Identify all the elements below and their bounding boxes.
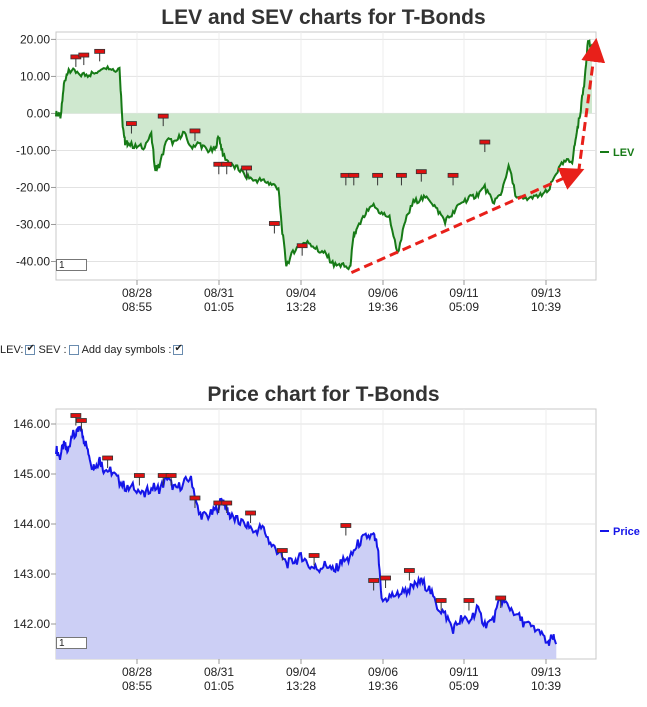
- day-symbol: [296, 243, 308, 249]
- day-symbol: [308, 553, 320, 558]
- day-symbols-checkbox[interactable]: [173, 343, 184, 355]
- x-tick-label-date: 08/28: [122, 286, 152, 300]
- x-tick-label-time: 01:05: [204, 300, 234, 314]
- lev-checkbox[interactable]: [25, 343, 36, 355]
- day-symbol: [76, 418, 87, 423]
- day-symbol: [396, 172, 407, 178]
- day-symbol: [221, 500, 233, 506]
- trend-arrow: [577, 37, 606, 173]
- day-symbol: [368, 578, 380, 583]
- y-tick-label: -20.00: [16, 180, 50, 194]
- day-symbol: [133, 473, 145, 478]
- chart-options-bar: LEV: SEV : Add day symbols :: [0, 343, 186, 356]
- day-symbol: [372, 172, 384, 178]
- x-tick-label-date: 09/13: [531, 286, 561, 300]
- x-tick-label-date: 09/06: [368, 286, 398, 300]
- x-tick-label-date: 09/04: [286, 286, 316, 300]
- day-symbol: [463, 598, 475, 603]
- day-symbol: [340, 523, 352, 528]
- price-zoom-input[interactable]: 1: [56, 637, 87, 649]
- y-tick-label: -40.00: [16, 254, 50, 268]
- y-tick-label: 10.00: [20, 69, 50, 83]
- x-tick-label-date: 09/11: [449, 286, 478, 300]
- x-tick-label-date: 08/28: [122, 665, 152, 679]
- day-symbol: [435, 598, 447, 603]
- day-symbol: [189, 128, 201, 134]
- sev-checkbox-label: SEV :: [38, 344, 67, 356]
- day-symbol: [479, 139, 491, 145]
- day-symbol: [415, 169, 427, 175]
- x-tick-label-time: 05:09: [449, 679, 479, 693]
- x-tick-label-time: 13:28: [286, 300, 316, 314]
- x-tick-label-time: 13:28: [286, 679, 316, 693]
- y-tick-label: -30.00: [16, 217, 50, 231]
- day-symbol: [380, 575, 391, 581]
- y-tick-label: 143.00: [13, 567, 50, 581]
- x-tick-label-time: 19:36: [368, 679, 398, 693]
- day-symbol: [495, 595, 507, 601]
- day-symbol: [70, 413, 82, 418]
- price-chart-title: Price chart for T-Bonds: [207, 383, 440, 406]
- day-symbol: [126, 121, 137, 126]
- x-tick-label-date: 09/11: [449, 665, 478, 679]
- x-tick-label-time: 01:05: [204, 679, 234, 693]
- x-tick-label-time: 05:09: [449, 300, 479, 314]
- x-tick-label-date: 09/06: [368, 665, 398, 679]
- x-tick-label-time: 10:39: [531, 300, 561, 314]
- day-symbol: [221, 161, 233, 167]
- day-symbol: [403, 568, 415, 573]
- lev-sev-chart: 20.00 10.00 0.00 -10.00 -20.00 -30.00 -40.00 08…: [16, 31, 635, 314]
- day-symbol: [348, 172, 360, 178]
- day-symbol: [447, 172, 459, 178]
- day-symbol: [189, 495, 201, 501]
- series-area: [56, 427, 557, 659]
- y-tick-label: 20.00: [20, 32, 50, 46]
- y-tick-label: 144.00: [13, 517, 50, 531]
- x-tick-label-date: 09/13: [531, 665, 561, 679]
- x-tick-label-time: 10:39: [531, 679, 561, 693]
- y-tick-label: 0.00: [27, 106, 51, 120]
- day-symbol: [78, 52, 90, 58]
- day-symbol: [102, 455, 114, 461]
- y-tick-label: -10.00: [16, 143, 50, 157]
- legend-label: LEV: [613, 147, 635, 159]
- trend-arrow: [350, 167, 585, 274]
- sev-checkbox[interactable]: [68, 345, 79, 355]
- y-tick-label: 146.00: [13, 417, 50, 431]
- y-tick-label: 145.00: [13, 467, 50, 481]
- day-symbol: [245, 510, 256, 516]
- series-line: [55, 425, 558, 646]
- day-symbol: [268, 221, 280, 226]
- y-tick-label: 142.00: [13, 617, 50, 631]
- day-symbol: [94, 48, 106, 54]
- day-symbol: [241, 165, 252, 171]
- x-tick-label-time: 19:36: [368, 300, 398, 314]
- x-tick-label-time: 08:55: [122, 300, 152, 314]
- legend-label: Price: [613, 526, 640, 538]
- day-symbols-checkbox-label: Add day symbols :: [81, 344, 172, 356]
- x-tick-label-time: 08:55: [122, 679, 152, 693]
- x-tick-label-date: 08/31: [204, 665, 234, 679]
- lev-zoom-input[interactable]: 1: [56, 259, 87, 271]
- lev-sev-chart-title: LEV and SEV charts for T-Bonds: [161, 6, 486, 29]
- day-symbol: [276, 548, 288, 553]
- day-symbol: [165, 473, 177, 478]
- day-symbol: [157, 113, 169, 119]
- series-area: [56, 40, 592, 270]
- x-tick-label-date: 08/31: [204, 286, 234, 300]
- lev-checkbox-label: LEV:: [0, 344, 24, 356]
- x-tick-label-date: 09/04: [286, 665, 316, 679]
